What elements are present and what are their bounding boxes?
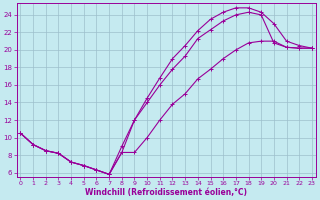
X-axis label: Windchill (Refroidissement éolien,°C): Windchill (Refroidissement éolien,°C) bbox=[85, 188, 247, 197]
